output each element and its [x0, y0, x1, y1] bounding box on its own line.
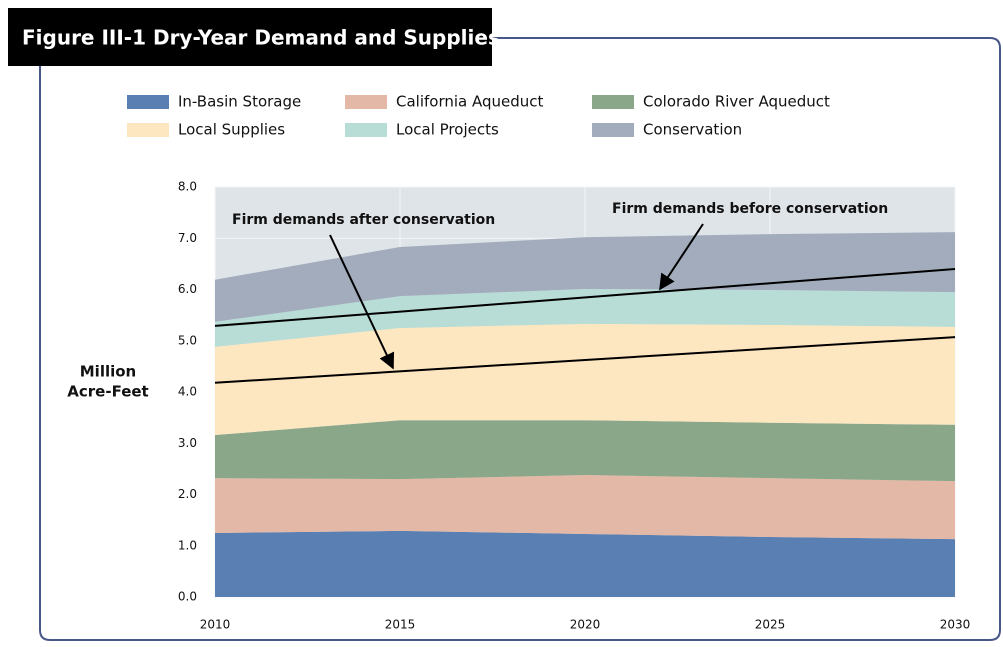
arrow	[659, 223, 704, 291]
y-tick-label: 1.0	[178, 538, 197, 552]
area	[215, 475, 955, 540]
arrow	[329, 234, 395, 370]
y-tick-label: 0.0	[178, 590, 197, 604]
demand-line	[214, 268, 956, 327]
legend-label: In-Basin Storage	[178, 93, 301, 111]
annotation: Firm demands before conservation	[612, 201, 888, 217]
legend-swatch	[127, 123, 169, 137]
area	[215, 288, 955, 347]
y-tick-label: 6.0	[178, 282, 197, 296]
legend-swatch	[127, 95, 169, 109]
area	[215, 232, 955, 322]
x-tick-label: 2025	[755, 618, 786, 632]
demand-line	[214, 336, 956, 384]
y-tick-label: 2.0	[178, 487, 197, 501]
legend-label: California Aqueduct	[396, 93, 544, 111]
area	[215, 530, 955, 597]
y-tick-label: 7.0	[178, 231, 197, 245]
y-tick-label: 3.0	[178, 436, 197, 450]
y-tick-label: 8.0	[178, 180, 197, 194]
x-tick-label: 2015	[385, 618, 416, 632]
legend-label: Conservation	[643, 121, 742, 139]
x-tick-label: 2020	[570, 618, 601, 632]
legend-swatch	[345, 123, 387, 137]
area	[215, 420, 955, 482]
x-tick-label: 2010	[200, 618, 231, 632]
legend-swatch	[345, 95, 387, 109]
area	[215, 323, 955, 436]
plot	[214, 186, 956, 598]
x-tick-label: 2030	[940, 618, 971, 632]
annotation: Firm demands after conservation	[232, 212, 495, 228]
title-box	[8, 8, 492, 66]
legend-label: Local Supplies	[178, 121, 285, 139]
legend-label: Colorado River Aqueduct	[643, 93, 830, 111]
y-axis-label: Acre-Feet	[67, 383, 148, 401]
y-axis-label: Million	[80, 363, 136, 381]
frame	[39, 37, 1001, 641]
legend-swatch	[592, 95, 634, 109]
legend-swatch	[592, 123, 634, 137]
y-tick-label: 4.0	[178, 385, 197, 399]
y-tick-label: 5.0	[178, 333, 197, 347]
chart-title: Figure III-1 Dry-Year Demand and Supplie…	[22, 26, 500, 50]
legend-label: Local Projects	[396, 121, 499, 139]
